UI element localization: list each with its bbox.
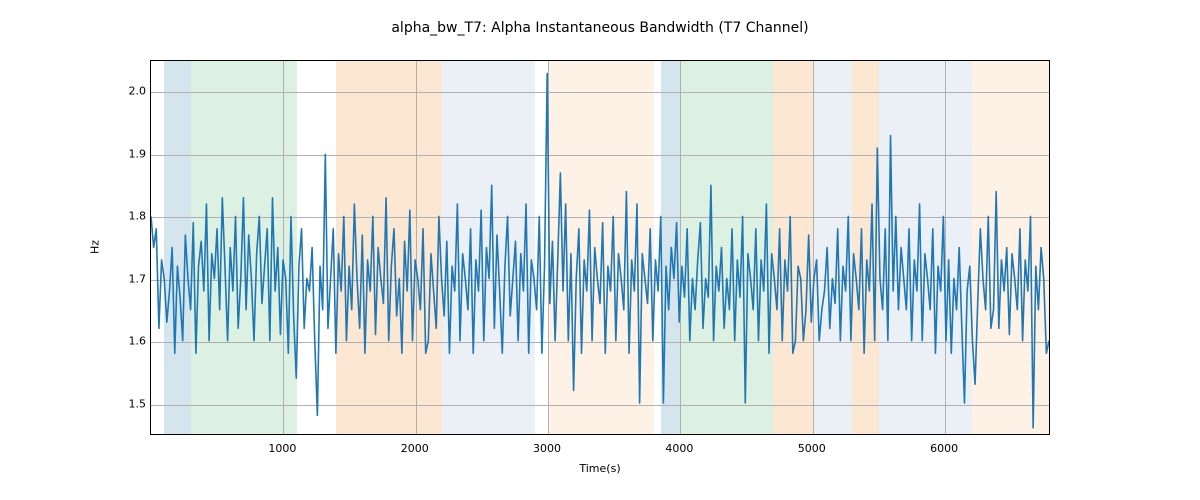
y-tick-label: 1.7 bbox=[118, 272, 146, 285]
x-tick-label: 3000 bbox=[533, 442, 561, 455]
data-line bbox=[151, 73, 1049, 427]
line-series bbox=[151, 61, 1049, 434]
x-axis-label: Time(s) bbox=[0, 462, 1200, 475]
y-tick-label: 2.0 bbox=[118, 85, 146, 98]
y-tick-label: 1.5 bbox=[118, 397, 146, 410]
y-tick-label: 1.8 bbox=[118, 210, 146, 223]
plot-area bbox=[150, 60, 1050, 435]
x-tick-label: 2000 bbox=[401, 442, 429, 455]
x-tick-label: 4000 bbox=[665, 442, 693, 455]
chart-title: alpha_bw_T7: Alpha Instantaneous Bandwid… bbox=[0, 20, 1200, 36]
y-axis-label: Hz bbox=[89, 240, 102, 254]
chart-container: alpha_bw_T7: Alpha Instantaneous Bandwid… bbox=[0, 0, 1200, 500]
y-tick-label: 1.9 bbox=[118, 147, 146, 160]
y-tick-label: 1.6 bbox=[118, 335, 146, 348]
x-tick-label: 6000 bbox=[930, 442, 958, 455]
x-tick-label: 5000 bbox=[798, 442, 826, 455]
x-tick-label: 1000 bbox=[268, 442, 296, 455]
